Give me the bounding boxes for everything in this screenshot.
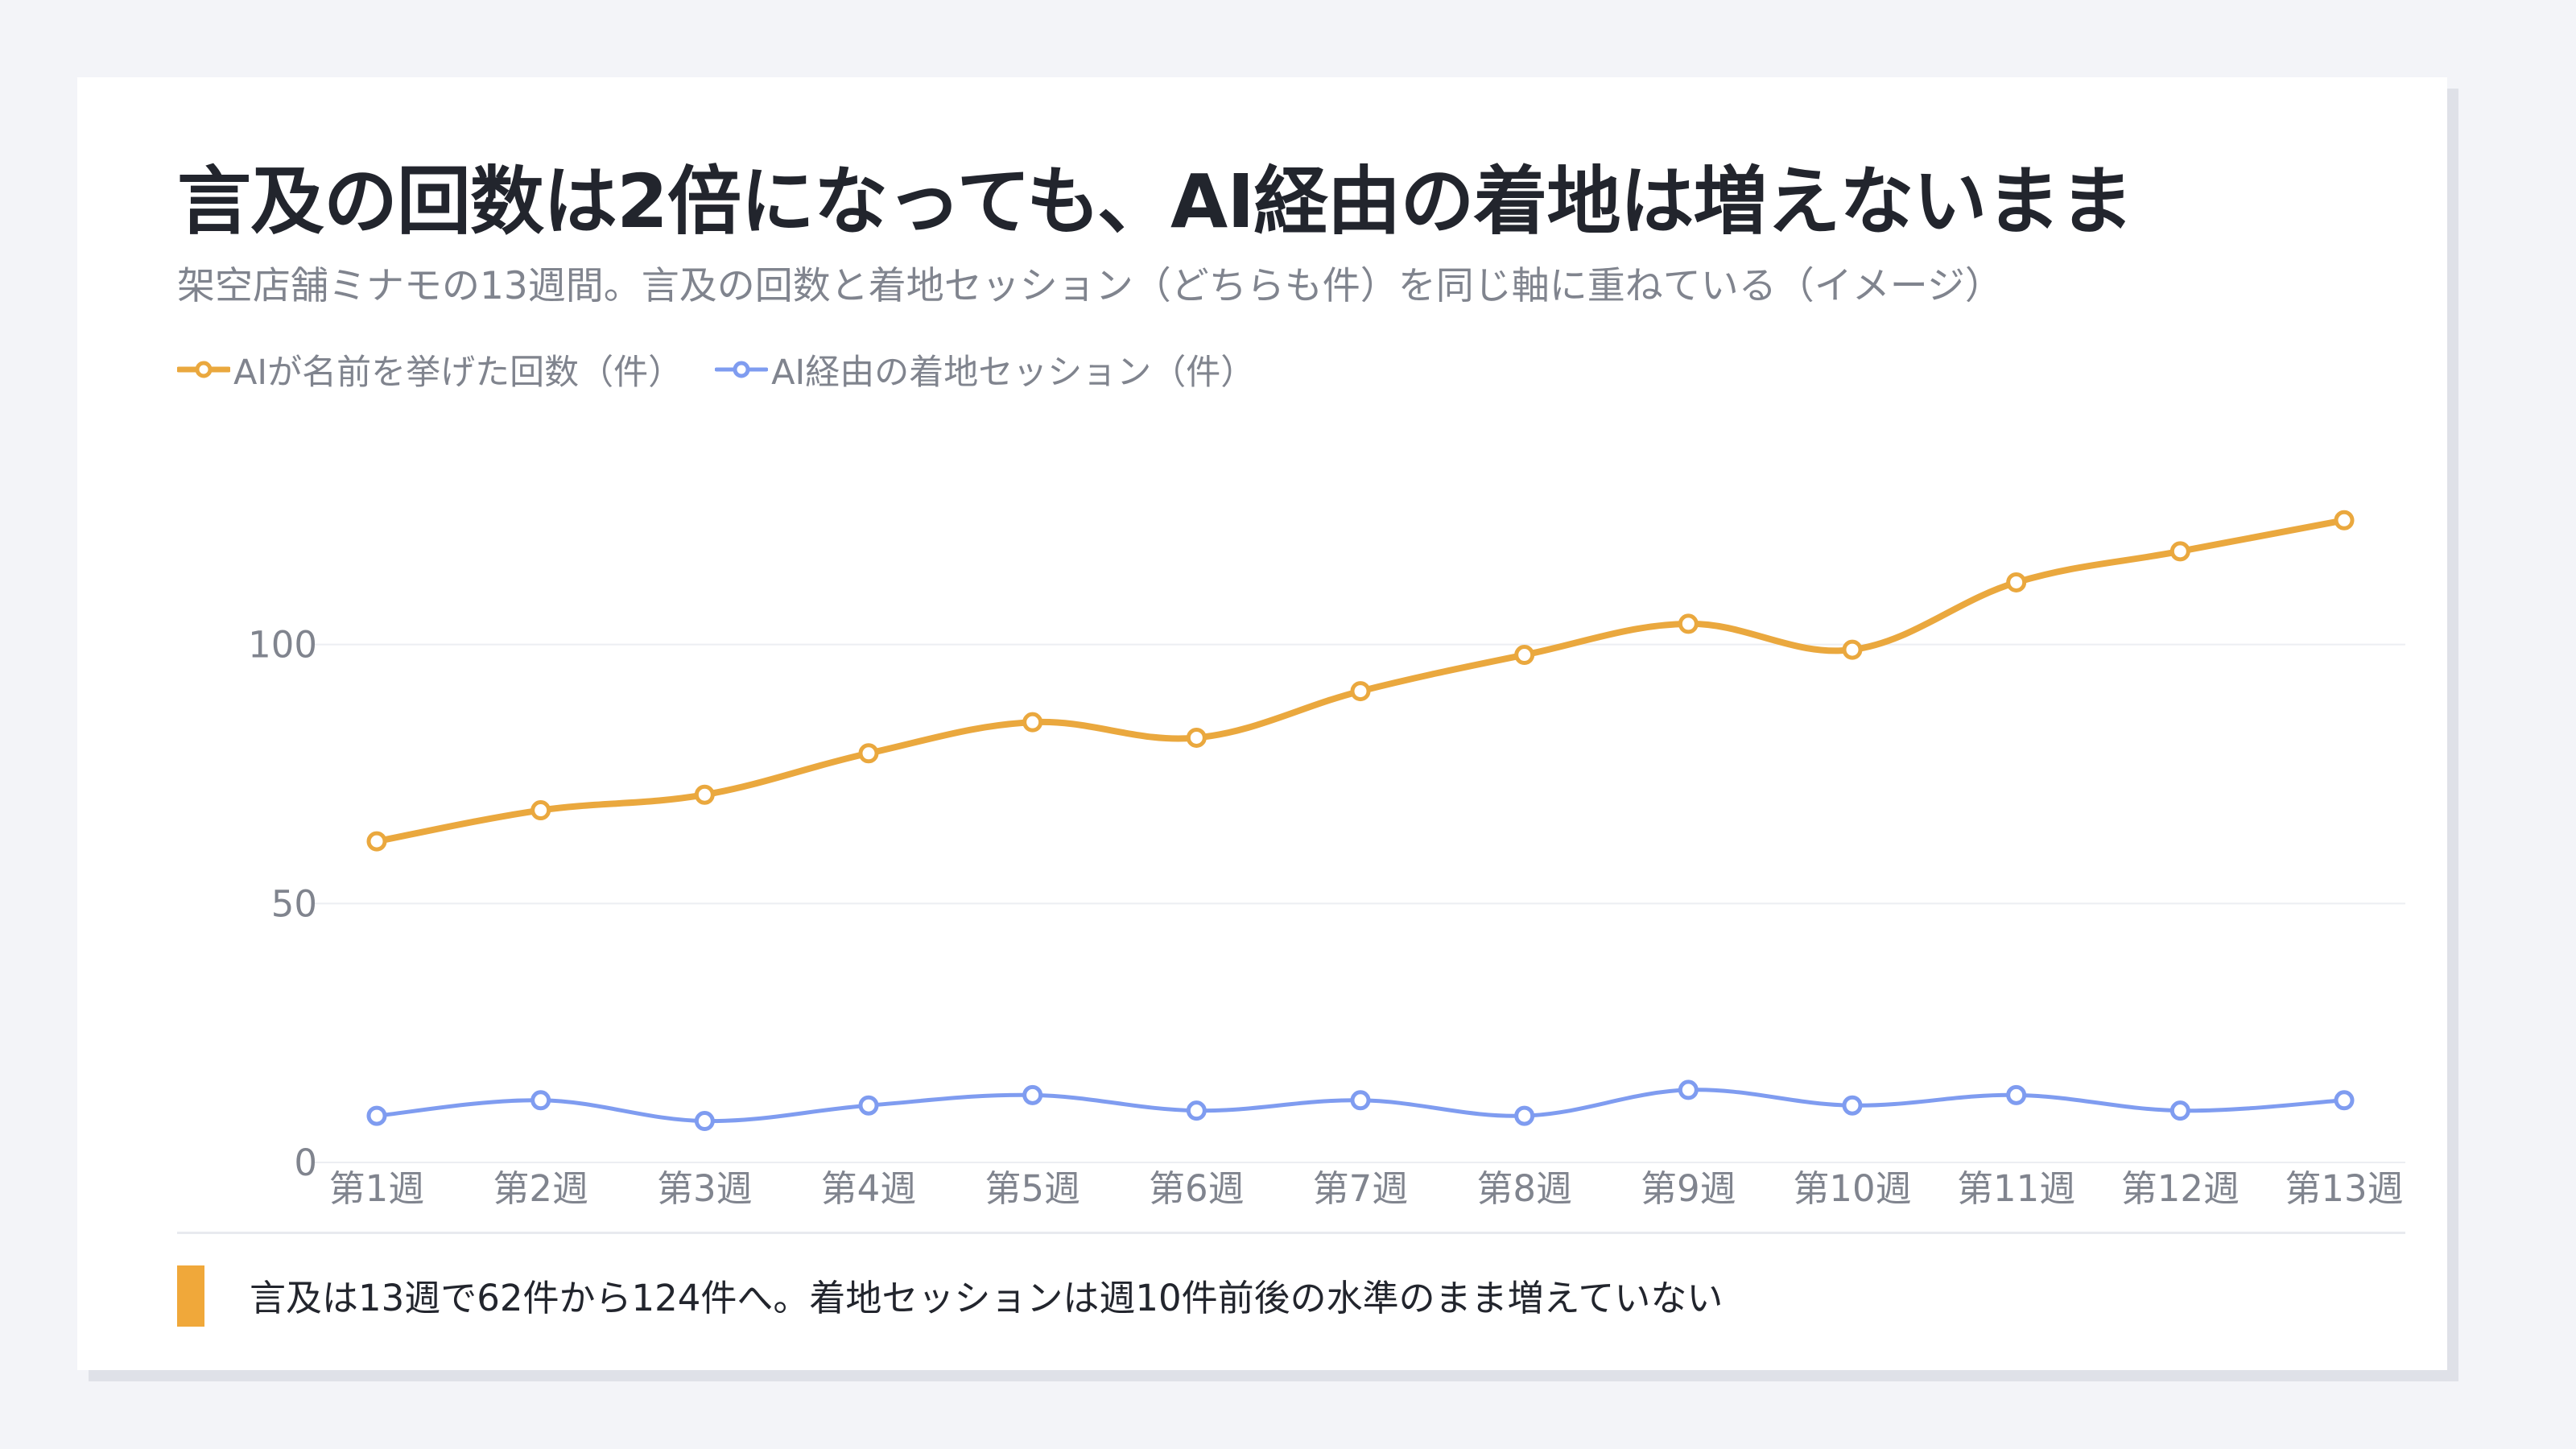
data-point-mentions bbox=[1186, 727, 1207, 748]
data-point-landings bbox=[1842, 1095, 1863, 1116]
footer-divider bbox=[177, 1232, 2405, 1234]
legend-swatch-mentions bbox=[177, 361, 230, 378]
x-tick-label: 第12週 bbox=[2121, 1167, 2240, 1210]
data-point-landings bbox=[2169, 1100, 2190, 1121]
data-point-landings bbox=[694, 1111, 715, 1132]
data-point-mentions bbox=[530, 800, 551, 821]
x-tick-label: 第11週 bbox=[1957, 1167, 2075, 1210]
chart-card: 言及の回数は2倍になっても、AI経由の着地は増えないまま 架空店舗ミナモの13週… bbox=[77, 77, 2447, 1370]
legend-item-landings: AI経由の着地セッション（件） bbox=[715, 345, 1255, 394]
x-tick-label: 第10週 bbox=[1793, 1167, 1911, 1210]
chart-note: 言及は13週で62件から124件へ。着地セッションは週10件前後の水準のまま増え… bbox=[250, 1277, 1724, 1319]
data-point-landings bbox=[1350, 1090, 1371, 1111]
x-tick-label: 第3週 bbox=[657, 1167, 753, 1210]
data-point-mentions bbox=[2169, 541, 2190, 562]
series-line-mentions bbox=[374, 517, 2347, 845]
legend-label-mentions: AIが名前を挙げた回数（件） bbox=[233, 353, 683, 393]
data-point-landings bbox=[1678, 1080, 1699, 1100]
chart-title: 言及の回数は2倍になっても、AI経由の着地は増えないまま bbox=[177, 159, 2133, 245]
y-tick-label: 50 bbox=[271, 882, 317, 925]
data-point-landings bbox=[858, 1095, 879, 1116]
data-point-mentions bbox=[1514, 645, 1535, 666]
data-point-landings bbox=[2334, 1090, 2355, 1111]
y-tick-label: 100 bbox=[248, 624, 317, 667]
data-point-landings bbox=[530, 1090, 551, 1111]
y-tick-label: 0 bbox=[294, 1141, 317, 1184]
data-point-mentions bbox=[858, 743, 879, 764]
x-tick-label: 第1週 bbox=[329, 1167, 425, 1210]
data-point-mentions bbox=[1678, 613, 1699, 634]
line-chart: 0 50 100 第1週 第2週 第3週 第4週 第5週 第6週 第7週 第8週 第9週 第10週 第11… bbox=[248, 510, 2405, 1210]
data-point-landings bbox=[1514, 1105, 1535, 1126]
x-tick-label: 第4週 bbox=[821, 1167, 917, 1210]
data-point-landings bbox=[1022, 1084, 1043, 1105]
data-point-mentions bbox=[1350, 681, 1371, 702]
data-point-landings bbox=[2006, 1084, 2027, 1105]
legend-label-landings: AI経由の着地セッション（件） bbox=[771, 353, 1256, 393]
x-tick-label: 第13週 bbox=[2285, 1167, 2403, 1210]
legend-swatch-landings bbox=[715, 361, 769, 378]
data-point-mentions bbox=[694, 784, 715, 805]
data-point-landings bbox=[1186, 1100, 1207, 1121]
x-tick-label: 第5週 bbox=[985, 1167, 1080, 1210]
data-point-mentions bbox=[2334, 510, 2355, 530]
x-tick-label: 第2週 bbox=[493, 1167, 588, 1210]
x-tick-label: 第9週 bbox=[1641, 1167, 1736, 1210]
data-point-mentions bbox=[366, 831, 387, 852]
data-point-landings bbox=[366, 1105, 387, 1126]
x-tick-label: 第7週 bbox=[1313, 1167, 1409, 1210]
data-point-mentions bbox=[2006, 572, 2027, 592]
x-tick-label: 第6週 bbox=[1149, 1167, 1245, 1210]
note-accent-bar bbox=[177, 1265, 204, 1327]
chart-legend: AIが名前を挙げた回数（件） AI経由の着地セッション（件） bbox=[177, 345, 1287, 394]
chart-subtitle: 架空店舗ミナモの13週間。言及の回数と着地セッション（どちらも件）を同じ軸に重ね… bbox=[177, 264, 2003, 308]
legend-item-mentions: AIが名前を挙げた回数（件） bbox=[177, 345, 683, 394]
x-tick-label: 第8週 bbox=[1476, 1167, 1572, 1210]
data-point-mentions bbox=[1022, 712, 1043, 733]
data-point-mentions bbox=[1842, 639, 1863, 660]
